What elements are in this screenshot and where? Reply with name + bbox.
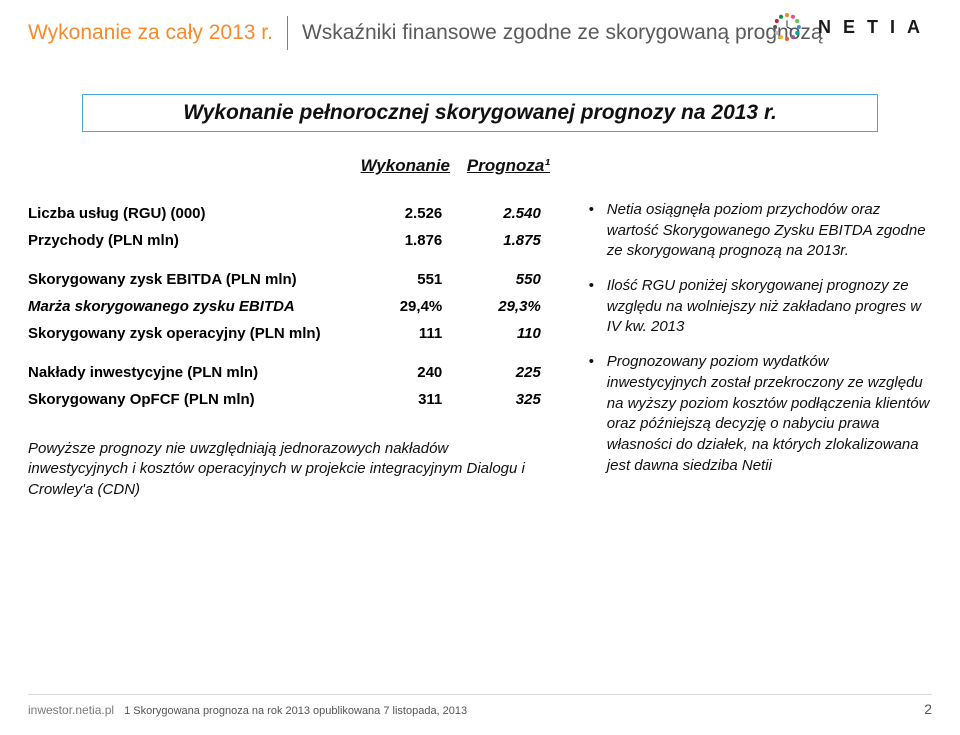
commentary-list: Netia osiągnęła poziom przychodów oraz w… <box>585 200 932 476</box>
banner-title: Wykonanie pełnorocznej skorygowanej prog… <box>82 94 878 132</box>
table-row-label: Skorygowany zysk EBITDA (PLN mln) <box>28 266 352 293</box>
page-number: 2 <box>924 701 932 717</box>
table-row-label: Skorygowany zysk operacyjny (PLN mln) <box>28 320 352 347</box>
table-row-label: Marża skorygowanego zysku EBITDA <box>28 293 352 320</box>
commentary-item: Ilość RGU poniżej skorygowanej prognozy … <box>585 276 932 338</box>
table-row: Nakłady inwestycyjne (PLN mln)240225 <box>28 359 549 386</box>
table-row-forecast: 2.540 <box>450 200 549 227</box>
slide-subtitle: Wskaźniki finansowe zgodne ze skorygowan… <box>302 21 823 45</box>
table-row: Skorygowany OpFCF (PLN mln)311325 <box>28 386 549 413</box>
table-row <box>28 347 549 359</box>
table-row: Marża skorygowanego zysku EBITDA29,4%29,… <box>28 293 549 320</box>
table-row-forecast: 550 <box>450 266 549 293</box>
table-row-exec: 111 <box>352 320 451 347</box>
table-row-exec: 311 <box>352 386 451 413</box>
footer-footnote: 1 Skorygowana prognoza na rok 2013 opubl… <box>124 705 467 717</box>
table-row-exec: 240 <box>352 359 451 386</box>
table-row-label: Liczba usług (RGU) (000) <box>28 200 352 227</box>
commentary-item: Netia osiągnęła poziom przychodów oraz w… <box>585 200 932 262</box>
table-row-label: Przychody (PLN mln) <box>28 227 352 254</box>
column-header-exec: Wykonanie <box>358 156 458 176</box>
table-row: Skorygowany zysk operacyjny (PLN mln)111… <box>28 320 549 347</box>
table-footnote: Powyższe prognozy nie uwzględniają jedno… <box>28 439 548 500</box>
table-row-forecast: 225 <box>450 359 549 386</box>
financial-table: Liczba usług (RGU) (000)2.5262.540Przych… <box>28 200 549 413</box>
table-row-exec: 551 <box>352 266 451 293</box>
brand-logo-icon <box>770 10 804 44</box>
table-row <box>28 254 549 266</box>
table-row-exec: 29,4% <box>352 293 451 320</box>
table-row-forecast: 110 <box>450 320 549 347</box>
footer-site: inwestor.netia.pl <box>28 703 114 717</box>
brand-block: NETIA <box>770 10 932 44</box>
header-separator <box>287 16 288 50</box>
table-row-exec: 1.876 <box>352 227 451 254</box>
column-header-forecast: Prognoza¹ <box>458 156 558 176</box>
table-row: Przychody (PLN mln)1.8761.875 <box>28 227 549 254</box>
table-row-forecast: 325 <box>450 386 549 413</box>
table-row: Liczba usług (RGU) (000)2.5262.540 <box>28 200 549 227</box>
table-row-label: Nakłady inwestycyjne (PLN mln) <box>28 359 352 386</box>
table-row-label: Skorygowany OpFCF (PLN mln) <box>28 386 352 413</box>
commentary-item: Prognozowany poziom wydatków inwestycyjn… <box>585 352 932 476</box>
brand-name: NETIA <box>818 17 932 38</box>
table-row-forecast: 1.875 <box>450 227 549 254</box>
table-row: Skorygowany zysk EBITDA (PLN mln)551550 <box>28 266 549 293</box>
slide-title: Wykonanie za cały 2013 r. <box>28 21 273 45</box>
table-row-exec: 2.526 <box>352 200 451 227</box>
table-row-forecast: 29,3% <box>450 293 549 320</box>
